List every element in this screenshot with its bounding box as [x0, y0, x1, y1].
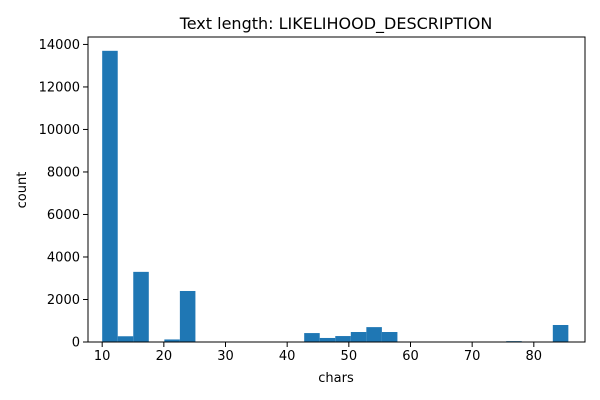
y-tick-label: 12000	[39, 80, 80, 95]
y-tick-label: 4000	[47, 250, 80, 265]
y-axis-ticks: 0 2000 4000 6000 8000 10000 12000 14000	[39, 38, 88, 351]
histogram-bar	[179, 290, 196, 342]
histogram-bar	[304, 333, 320, 342]
histogram-bar	[164, 339, 180, 342]
y-tick-label: 10000	[39, 123, 80, 138]
histogram-bar	[366, 327, 382, 342]
x-tick-label: 50	[341, 349, 358, 364]
y-tick-label: 6000	[47, 208, 80, 223]
histogram-bar	[350, 332, 367, 342]
x-tick-label: 10	[94, 349, 111, 364]
y-tick-label: 8000	[47, 165, 80, 180]
x-tick-label: 30	[217, 349, 234, 364]
histogram-bar	[133, 271, 149, 342]
histogram-bar	[102, 50, 118, 342]
chart-title: Text length: LIKELIHOOD_DESCRIPTION	[179, 14, 493, 34]
x-axis-label: chars	[318, 371, 354, 386]
y-tick-label: 0	[72, 336, 80, 351]
x-tick-label: 70	[464, 349, 481, 364]
histogram-bar	[319, 337, 336, 342]
y-tick-label: 2000	[47, 293, 80, 308]
histogram-bar	[117, 336, 134, 342]
x-tick-label: 20	[156, 349, 173, 364]
y-tick-label: 14000	[39, 38, 80, 53]
histogram-bar	[381, 332, 398, 342]
x-axis-ticks: 10 20 30 40 50 60 70 80	[94, 342, 542, 364]
x-tick-label: 40	[279, 349, 296, 364]
histogram-bar	[552, 324, 569, 342]
plot-frame	[87, 36, 586, 343]
bars-group	[102, 50, 569, 342]
y-axis-label: count	[15, 172, 30, 209]
x-tick-label: 60	[402, 349, 419, 364]
histogram-bar	[335, 336, 351, 342]
x-tick-label: 80	[526, 349, 543, 364]
